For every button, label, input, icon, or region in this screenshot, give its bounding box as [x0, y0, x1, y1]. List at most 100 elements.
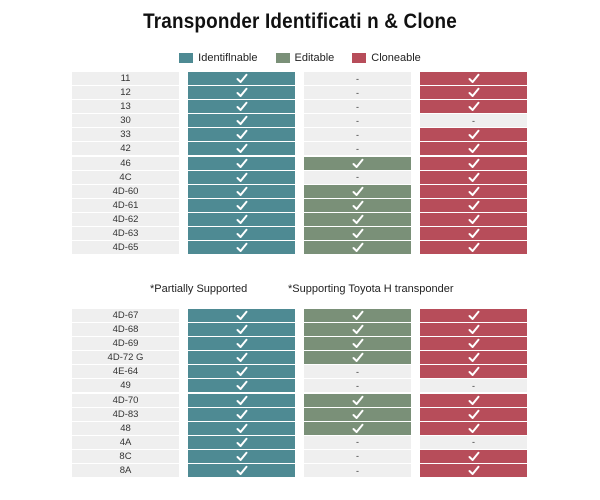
- legend-item-identifiable: Identiflnable: [179, 52, 258, 64]
- transponder-name: 12: [72, 86, 179, 100]
- check-icon: [468, 310, 479, 320]
- cloneable-supported-cell: [420, 241, 527, 255]
- transponder-name: 4D-62: [72, 212, 179, 226]
- identifiable-supported-cell: [188, 351, 295, 365]
- check-icon: [236, 73, 247, 83]
- check-icon: [352, 310, 363, 320]
- check-icon: [236, 395, 247, 405]
- check-icon: [236, 310, 247, 320]
- cloneable-supported-cell: [420, 198, 527, 212]
- check-icon: [468, 423, 479, 433]
- table-row: 4D-69: [72, 337, 527, 351]
- check-icon: [468, 158, 479, 168]
- check-icon: [468, 101, 479, 112]
- editable-supported-cell: [304, 351, 411, 365]
- editable-supported-cell: [304, 156, 411, 170]
- table-row: 8C -: [72, 449, 527, 464]
- identifiable-supported-cell: [188, 114, 295, 128]
- identifiable-supported-cell: [188, 170, 295, 184]
- transponder-name: 13: [72, 100, 179, 114]
- identifiable-supported-cell: [188, 323, 295, 337]
- check-icon: [236, 423, 247, 433]
- editable-unsupported-cell: -: [304, 86, 411, 100]
- table-row: 12 -: [72, 86, 527, 100]
- check-icon: [468, 338, 479, 349]
- cloneable-supported-cell: [420, 227, 527, 241]
- check-icon: [236, 101, 247, 112]
- table-row: 11 -: [72, 72, 527, 86]
- editable-unsupported-cell: -: [304, 170, 411, 184]
- transponder-name: 8C: [72, 449, 179, 463]
- identifiable-supported-cell: [188, 198, 295, 212]
- table-row: 4D-72 G: [72, 351, 527, 365]
- transponder-name: 33: [72, 128, 179, 142]
- identifiable-supported-cell: [188, 379, 295, 393]
- check-icon: [352, 353, 363, 363]
- editable-unsupported-cell: -: [304, 142, 411, 156]
- check-icon: [236, 214, 247, 224]
- check-icon: [352, 423, 363, 433]
- check-icon: [468, 228, 479, 239]
- cloneable-supported-cell: [420, 323, 527, 337]
- check-icon: [352, 158, 363, 168]
- cloneable-supported-cell: [420, 100, 527, 114]
- check-icon: [236, 200, 247, 210]
- editable-unsupported-cell: -: [304, 72, 411, 85]
- check-icon: [352, 409, 363, 419]
- table-row: 46: [72, 156, 527, 171]
- legend-swatch-identifiable: [179, 53, 194, 63]
- identifiable-supported-cell: [188, 407, 295, 421]
- transponder-name: 4D-70: [72, 393, 179, 407]
- check-icon: [236, 381, 247, 391]
- check-icon: [352, 242, 363, 253]
- transponder-name: 49: [72, 379, 179, 393]
- table-row: 4D-63: [72, 227, 527, 241]
- identifiable-supported-cell: [188, 100, 295, 114]
- transponder-name: 4D-83: [72, 407, 179, 421]
- cloneable-supported-cell: [420, 351, 527, 365]
- identifiable-supported-cell: [188, 464, 295, 478]
- check-icon: [236, 242, 247, 253]
- identifiable-supported-cell: [188, 393, 295, 407]
- cloneable-unsupported-cell: -: [420, 114, 527, 128]
- table-row: 4D-83: [72, 407, 527, 422]
- transponder-table-2: 4D-67 4D-68 4D-69 4D-72 G 4E-64-49- -4D-70 4D-…: [72, 309, 527, 478]
- cloneable-supported-cell: [420, 309, 527, 322]
- check-icon: [236, 465, 247, 476]
- cloneable-supported-cell: [420, 86, 527, 100]
- editable-unsupported-cell: -: [304, 379, 411, 393]
- identifiable-supported-cell: [188, 184, 295, 198]
- table-row: 4A - -: [72, 435, 527, 450]
- transponder-name: 4D-68: [72, 323, 179, 337]
- editable-supported-cell: [304, 309, 411, 322]
- identifiable-supported-cell: [188, 435, 295, 449]
- cloneable-supported-cell: [420, 407, 527, 421]
- check-icon: [468, 200, 479, 210]
- editable-supported-cell: [304, 212, 411, 226]
- check-icon: [236, 338, 247, 349]
- editable-supported-cell: [304, 184, 411, 198]
- editable-unsupported-cell: -: [304, 114, 411, 128]
- editable-unsupported-cell: -: [304, 435, 411, 449]
- check-icon: [236, 353, 247, 363]
- cloneable-supported-cell: [420, 449, 527, 463]
- cloneable-supported-cell: [420, 337, 527, 351]
- identifiable-supported-cell: [188, 72, 295, 85]
- cloneable-supported-cell: [420, 365, 527, 379]
- table-row: 49 - -: [72, 379, 527, 393]
- check-icon: [236, 116, 247, 126]
- editable-supported-cell: [304, 198, 411, 212]
- editable-supported-cell: [304, 393, 411, 407]
- identifiable-supported-cell: [188, 241, 295, 255]
- check-icon: [468, 130, 479, 140]
- check-icon: [236, 451, 247, 461]
- check-icon: [468, 73, 479, 83]
- check-icon: [468, 214, 479, 224]
- editable-unsupported-cell: -: [304, 464, 411, 478]
- check-icon: [468, 242, 479, 253]
- check-icon: [468, 144, 479, 154]
- legend-swatch-editable: [275, 53, 290, 63]
- identifiable-supported-cell: [188, 449, 295, 463]
- identifiable-supported-cell: [188, 227, 295, 241]
- cloneable-supported-cell: [420, 393, 527, 407]
